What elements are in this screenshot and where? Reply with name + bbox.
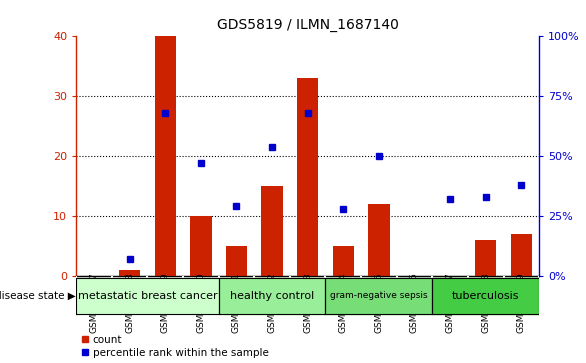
- Bar: [226, 246, 247, 276]
- Legend: count, percentile rank within the sample: count, percentile rank within the sample: [81, 335, 269, 358]
- Bar: [119, 270, 140, 276]
- Bar: [76, 278, 219, 314]
- Text: GSM1599185: GSM1599185: [374, 272, 383, 333]
- Bar: [297, 78, 318, 276]
- Text: GSM1599181: GSM1599181: [232, 272, 241, 333]
- Bar: [155, 36, 176, 276]
- Text: GSM1599179: GSM1599179: [161, 272, 170, 333]
- Text: gram-negative sepsis: gram-negative sepsis: [330, 291, 428, 300]
- Title: GDS5819 / ILMN_1687140: GDS5819 / ILMN_1687140: [217, 19, 398, 33]
- Bar: [510, 234, 532, 276]
- Text: GSM1599188: GSM1599188: [481, 272, 490, 333]
- Text: GSM1599183: GSM1599183: [303, 272, 312, 333]
- Bar: [333, 246, 354, 276]
- Text: disease state ▶: disease state ▶: [0, 291, 76, 301]
- Text: metastatic breast cancer: metastatic breast cancer: [77, 291, 217, 301]
- Bar: [432, 278, 539, 314]
- Text: GSM1599186: GSM1599186: [410, 272, 419, 333]
- Bar: [368, 204, 390, 276]
- Bar: [261, 186, 282, 276]
- Text: GSM1599184: GSM1599184: [339, 272, 347, 333]
- Bar: [219, 278, 325, 314]
- Bar: [190, 216, 212, 276]
- Text: healthy control: healthy control: [230, 291, 314, 301]
- Text: GSM1599180: GSM1599180: [196, 272, 205, 333]
- Text: GSM1599182: GSM1599182: [268, 272, 277, 333]
- Text: GSM1599187: GSM1599187: [445, 272, 455, 333]
- Text: GSM1599178: GSM1599178: [125, 272, 134, 333]
- Text: tuberculosis: tuberculosis: [452, 291, 519, 301]
- Text: GSM1599177: GSM1599177: [90, 272, 98, 333]
- Bar: [475, 240, 496, 276]
- Text: GSM1599189: GSM1599189: [517, 272, 526, 333]
- Bar: [325, 278, 432, 314]
